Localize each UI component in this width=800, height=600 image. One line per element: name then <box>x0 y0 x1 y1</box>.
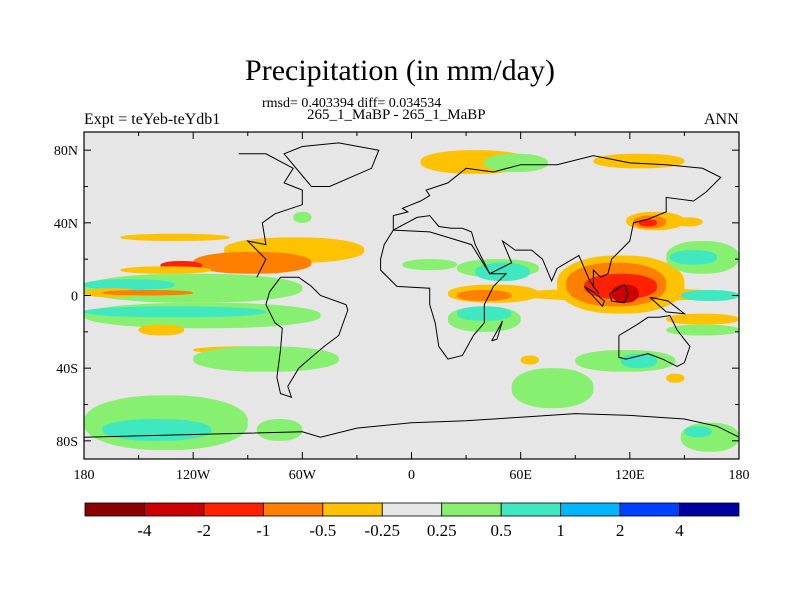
colorbar-label: -2 <box>197 521 211 540</box>
contour-region <box>684 426 712 438</box>
contour-region <box>193 251 312 274</box>
y-tick-label: 80N <box>54 144 78 159</box>
colorbar-box <box>322 502 383 517</box>
center-string: 265_1_MaBP - 265_1_MaBP <box>307 107 486 123</box>
map-plot-area <box>84 132 739 459</box>
coastline <box>491 320 503 342</box>
contour-region <box>680 290 739 301</box>
x-tick-label: 60E <box>509 468 532 483</box>
contour-region <box>666 313 739 325</box>
x-tick-label: 120E <box>615 468 645 483</box>
coastline <box>649 296 687 315</box>
map-axes: 180 120W 60W 0 60E 120E 180 80N 40N 0 40S 80S <box>54 131 750 483</box>
contour-region <box>256 419 303 441</box>
contour-region <box>620 353 658 369</box>
colorbar-box <box>144 502 205 517</box>
left-string: Expt = teYeb-teYdb1 <box>84 111 221 128</box>
y-tick-label: 40N <box>54 217 78 232</box>
coastline <box>380 229 508 360</box>
contour-region <box>520 355 539 365</box>
x-tick-label: 120W <box>176 468 211 483</box>
colorbar-label: 2 <box>616 521 625 540</box>
right-string: ANN <box>704 111 739 128</box>
contour-region <box>484 153 548 172</box>
colorbar-label: -0.5 <box>309 521 336 540</box>
contour-region <box>611 284 639 303</box>
contour-region <box>511 368 594 409</box>
contour-region <box>293 211 312 223</box>
colorbar-box <box>381 502 443 517</box>
plot-title: Precipitation (in mm/day) <box>245 54 555 87</box>
contour-region <box>84 279 175 291</box>
contour-region <box>138 324 185 336</box>
colorbar-label: -0.25 <box>365 521 400 540</box>
contour-region <box>666 324 739 336</box>
colorbar-box <box>262 502 324 517</box>
contour-region <box>84 306 266 318</box>
coastline <box>609 283 629 304</box>
coastline <box>618 314 691 367</box>
contour-region <box>593 153 685 169</box>
contour-region <box>666 373 685 383</box>
colorbar-box <box>679 502 740 517</box>
colorbar-label: 0.25 <box>427 521 457 540</box>
contour-region <box>193 346 339 372</box>
contour-region <box>675 217 703 227</box>
colorbar-box <box>203 502 264 517</box>
colorbar-box <box>84 502 145 517</box>
contour-region <box>102 290 194 296</box>
x-tick-label: 60W <box>289 468 317 483</box>
contour-region <box>120 266 212 274</box>
colorbar: -4 -2 -1 -0.5 -0.25 0.25 0.5 1 2 4 <box>84 502 740 540</box>
colorbar-box <box>619 502 680 517</box>
colorbar-label: 1 <box>556 521 565 540</box>
colorbar-box <box>560 502 621 517</box>
x-tick-label: 180 <box>74 468 95 483</box>
colorbar-label: -1 <box>256 521 270 540</box>
coastline <box>84 413 739 438</box>
colorbar-label: -4 <box>137 521 152 540</box>
colorbar-box <box>500 502 562 517</box>
coastline <box>238 153 303 278</box>
contour-region <box>102 419 212 441</box>
contour-region <box>475 262 530 281</box>
y-tick-label: 80S <box>56 435 78 450</box>
x-tick-label: 0 <box>408 468 415 483</box>
plot-subtitle: rmsd= 0.403394 diff= 0.034534 <box>262 96 442 111</box>
coastline <box>392 155 722 295</box>
contour-region <box>680 422 739 452</box>
x-tick-label: 180 <box>729 468 750 483</box>
colorbar-label: 0.5 <box>491 521 512 540</box>
coastline <box>283 142 380 187</box>
contour-region <box>456 290 512 301</box>
contour-region <box>638 219 658 227</box>
coastline <box>583 285 605 308</box>
contour-region <box>402 259 457 271</box>
coastline <box>265 276 349 398</box>
contour-region <box>669 250 718 265</box>
contour-region <box>120 233 230 241</box>
colorbar-box <box>441 502 502 517</box>
y-tick-label: 0 <box>71 290 78 305</box>
colorbar-label: 4 <box>675 521 684 540</box>
y-tick-label: 40S <box>56 362 78 377</box>
